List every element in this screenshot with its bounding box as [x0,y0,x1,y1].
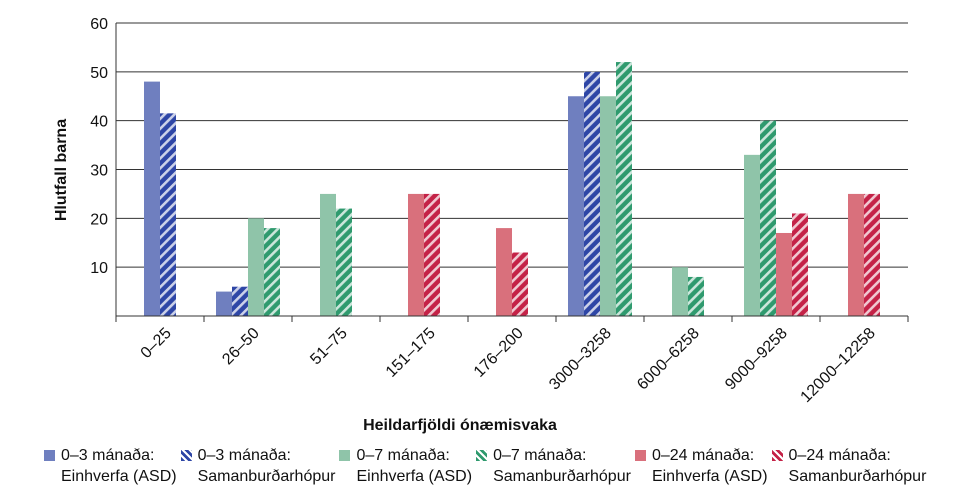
bar [248,218,264,316]
bar [216,291,232,316]
legend-label-line1: 0–24 mánaða: [788,447,891,464]
legend-item: 0–7 mánaða: Samanburðarhópur [476,445,631,491]
legend-swatch [634,450,646,461]
bar-chart: 10 20 30 40 50 60 0–25 26–50 51–75 151–175 176–200… [53,16,909,434]
legend-item: 0–24 mánaða: Einhverfa (ASD) [634,445,768,491]
legend-item: 0–7 mánaða: Einhverfa (ASD) [339,445,472,491]
bar [320,193,336,316]
y-axis-title: Hlutfall barna [53,119,70,221]
x-tick-label: 6000–6258 [634,325,703,394]
legend-label-line2: Samanburðarhópur [493,468,631,485]
legend-label-line1: 0–24 mánaða: [651,447,755,464]
x-tick-label: 0–25 [138,325,175,362]
y-tick-label: 20 [90,211,108,228]
legend-label: 0–24 mánaða: Samanburðarhópur [789,445,927,487]
x-tick-label: 9000–9258 [722,325,791,394]
legend-label-line1: 0–3 mánaða: [197,447,291,464]
legend-swatch [339,450,351,461]
x-tick-label: 176–200 [471,325,527,381]
legend-swatch [476,450,488,461]
bar [144,81,160,316]
legend-label-line1: 0–7 mánaða: [356,447,450,464]
x-axis-title: Heildarfjöldi ónæmisvaka [363,417,557,434]
bar [744,154,760,316]
bar [600,96,616,316]
bar [792,213,808,316]
bar [584,71,600,316]
x-tick-label: 12000–12258 [798,325,879,406]
legend-swatch [44,450,55,461]
x-tick-label: 151–175 [383,325,439,381]
bar [864,193,880,316]
legend-label-line1: 0–7 mánaða: [493,447,587,464]
legend-label-line2: Einhverfa (ASD) [651,468,768,485]
bar [760,120,776,317]
bar [848,193,864,316]
legend-label: 0–24 mánaða: Einhverfa (ASD) [652,445,768,487]
x-tick-label: 26–50 [219,325,263,369]
legend-item: 0–24 mánaða: Samanburðarhópur [771,445,927,491]
y-tick-label: 10 [90,260,108,277]
legend-label: 0–3 mánaða: Einhverfa (ASD) [61,445,177,487]
legend-label-line1: 0–3 mánaða: [61,447,155,464]
legend-label-line2: Samanburðarhópur [197,468,336,485]
legend-label-line2: Einhverfa (ASD) [356,468,473,485]
bar [512,252,528,316]
legend-label: 0–7 mánaða: Einhverfa (ASD) [356,445,472,487]
x-tick-label: 3000–3258 [546,325,615,394]
legend-label-line2: Samanburðarhópur [788,468,927,485]
bars [144,62,880,317]
bar [776,232,792,316]
legend-label: 0–3 mánaða: Samanburðarhópur [198,445,336,487]
bar [616,62,632,316]
legend-swatch [180,450,192,461]
legend-item: 0–3 mánaða: Samanburðarhópur [180,445,336,491]
bar [264,228,280,316]
bar [568,96,584,316]
legend-swatch [771,450,783,461]
y-tick-label: 50 [90,65,108,82]
y-tick-label: 30 [90,163,108,180]
legend-label-line2: Einhverfa (ASD) [61,468,177,485]
bar [424,193,440,316]
bar [336,208,352,316]
legend: 0–3 mánaða: Einhverfa (ASD) 0–3 mánaða: Sam… [44,445,974,491]
bar [160,113,176,316]
legend-label: 0–7 mánaða: Samanburðarhópur [493,445,631,487]
bar [496,228,512,316]
axes: 10 20 30 40 50 60 0–25 26–50 51–75 151–175 176–200… [90,16,909,406]
y-tick-label: 60 [90,16,108,33]
bar [232,286,248,316]
legend-item: 0–3 mánaða: Einhverfa (ASD) [44,445,177,491]
y-tick-label: 40 [90,114,108,131]
bar [672,267,688,316]
bar [688,276,704,316]
x-tick-label: 51–75 [307,325,351,369]
bar [408,193,424,316]
